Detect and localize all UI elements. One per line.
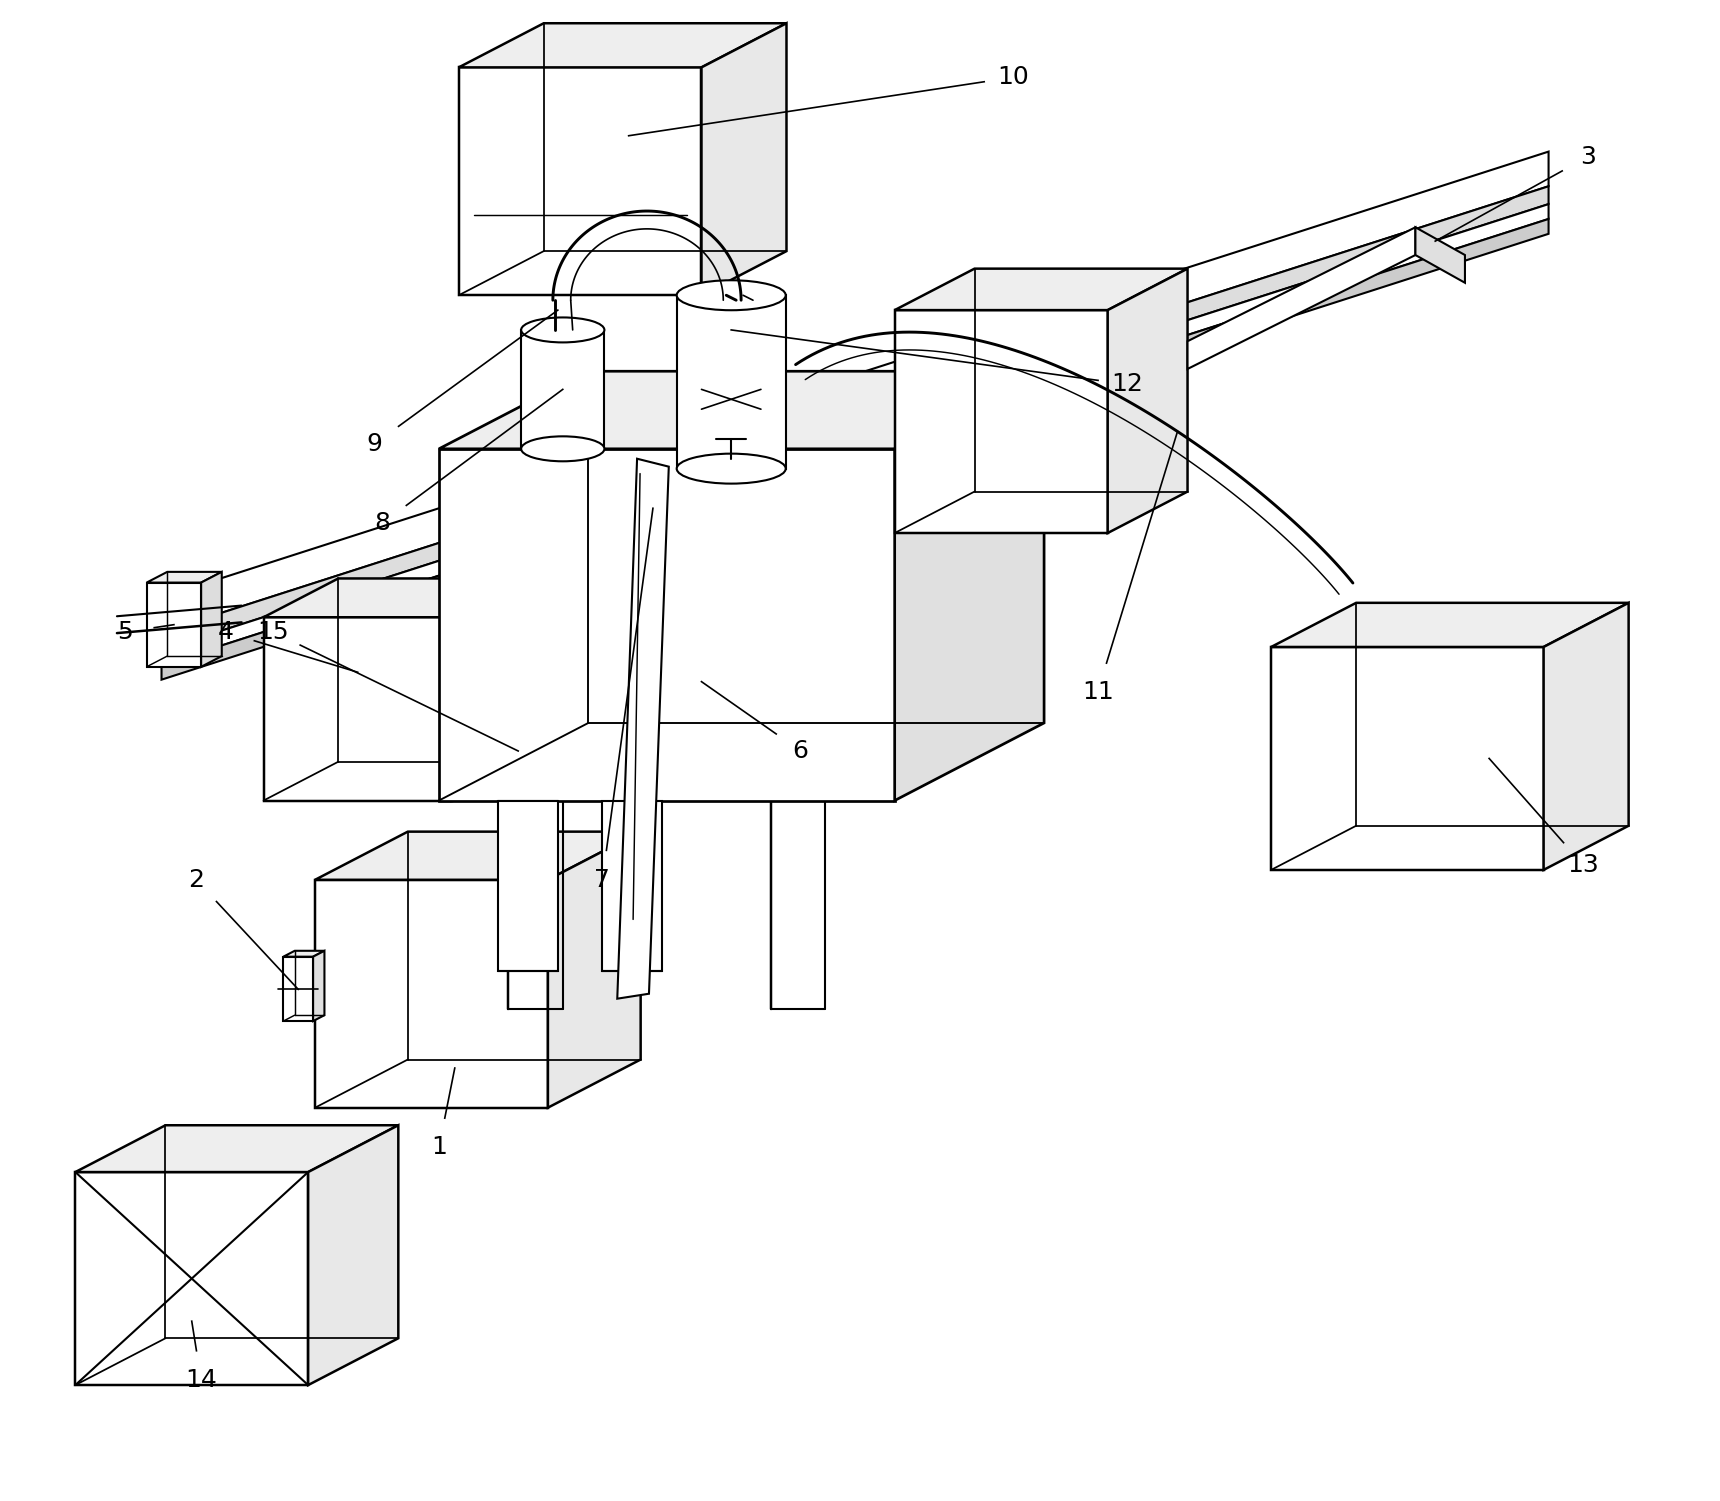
Polygon shape bbox=[676, 296, 786, 468]
Polygon shape bbox=[76, 1172, 308, 1385]
Text: 14: 14 bbox=[186, 1367, 217, 1391]
Text: 11: 11 bbox=[1082, 680, 1113, 704]
Polygon shape bbox=[459, 68, 702, 296]
Text: 3: 3 bbox=[1581, 144, 1596, 168]
Text: 7: 7 bbox=[595, 868, 611, 892]
Polygon shape bbox=[263, 617, 452, 800]
Polygon shape bbox=[162, 152, 1548, 632]
Polygon shape bbox=[284, 956, 313, 1021]
Polygon shape bbox=[894, 311, 1108, 533]
Polygon shape bbox=[549, 832, 640, 1108]
Polygon shape bbox=[439, 371, 1044, 449]
Text: 5: 5 bbox=[117, 620, 132, 644]
Polygon shape bbox=[313, 950, 325, 1021]
Polygon shape bbox=[521, 330, 604, 449]
Polygon shape bbox=[1543, 603, 1629, 871]
Polygon shape bbox=[201, 572, 222, 666]
Text: 10: 10 bbox=[998, 65, 1030, 89]
Polygon shape bbox=[459, 23, 786, 68]
Text: 9: 9 bbox=[366, 432, 382, 456]
Polygon shape bbox=[162, 219, 1548, 680]
Polygon shape bbox=[894, 371, 1044, 800]
Text: 6: 6 bbox=[793, 738, 808, 763]
Polygon shape bbox=[284, 950, 325, 956]
Polygon shape bbox=[702, 23, 786, 296]
Polygon shape bbox=[617, 459, 669, 998]
Polygon shape bbox=[263, 578, 526, 617]
Polygon shape bbox=[1271, 647, 1543, 871]
Ellipse shape bbox=[521, 437, 604, 461]
Polygon shape bbox=[315, 880, 549, 1108]
Polygon shape bbox=[76, 1126, 399, 1172]
Text: 12: 12 bbox=[1111, 372, 1144, 396]
Polygon shape bbox=[1108, 269, 1187, 533]
Polygon shape bbox=[162, 204, 1548, 665]
Text: 8: 8 bbox=[375, 512, 390, 536]
Polygon shape bbox=[894, 269, 1187, 311]
Polygon shape bbox=[439, 449, 894, 800]
Polygon shape bbox=[499, 800, 557, 971]
Polygon shape bbox=[162, 186, 1548, 650]
Ellipse shape bbox=[521, 317, 604, 342]
Text: 2: 2 bbox=[187, 868, 205, 892]
Text: 15: 15 bbox=[258, 620, 289, 644]
Ellipse shape bbox=[676, 453, 786, 483]
Polygon shape bbox=[308, 1126, 399, 1385]
Polygon shape bbox=[146, 572, 222, 582]
Ellipse shape bbox=[676, 281, 786, 311]
Text: 1: 1 bbox=[432, 1135, 447, 1159]
Polygon shape bbox=[315, 832, 640, 880]
Polygon shape bbox=[602, 800, 662, 971]
Polygon shape bbox=[146, 582, 201, 666]
Polygon shape bbox=[452, 578, 526, 800]
Text: 13: 13 bbox=[1567, 853, 1600, 877]
Polygon shape bbox=[1416, 227, 1465, 282]
Polygon shape bbox=[1271, 603, 1629, 647]
Polygon shape bbox=[1187, 227, 1416, 369]
Text: 4: 4 bbox=[218, 620, 234, 644]
